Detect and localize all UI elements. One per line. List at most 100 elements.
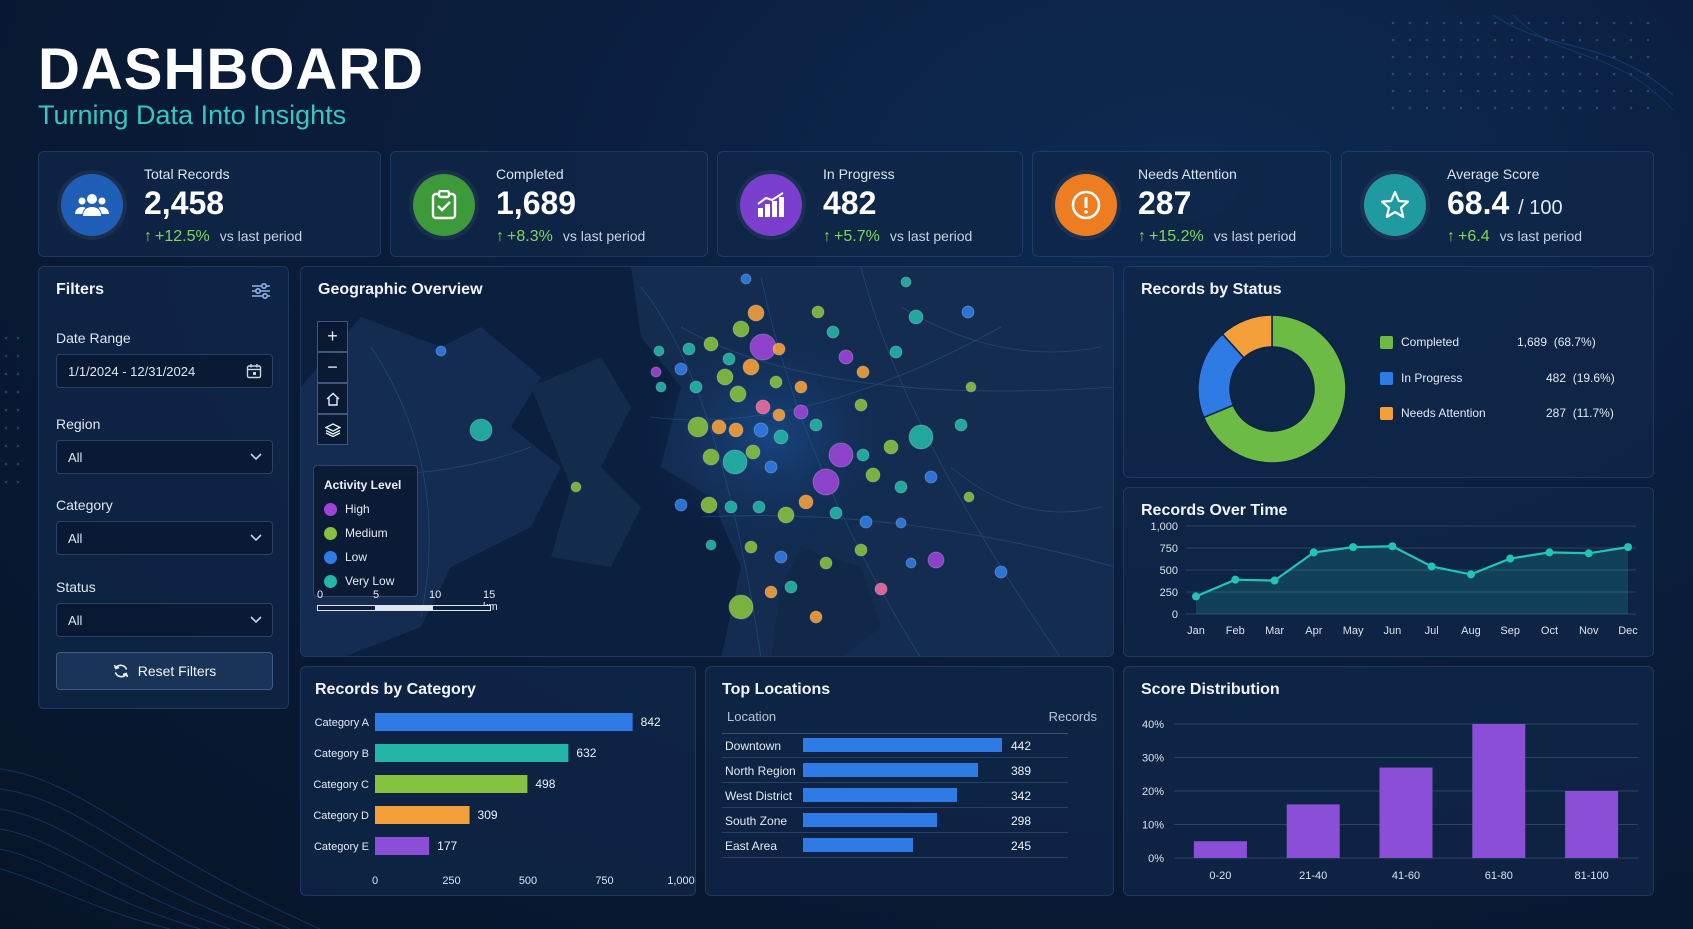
map-marker[interactable] <box>742 358 760 376</box>
map-marker[interactable] <box>900 276 912 288</box>
map-marker[interactable] <box>905 557 917 569</box>
line-point[interactable] <box>1192 592 1200 601</box>
bar[interactable] <box>375 806 470 824</box>
calendar-icon[interactable] <box>246 363 262 379</box>
map-marker[interactable] <box>961 305 975 319</box>
map-marker[interactable] <box>838 349 854 365</box>
map-marker[interactable] <box>729 385 747 403</box>
table-row[interactable]: West District 342 <box>722 785 1068 808</box>
map-marker[interactable] <box>682 342 696 356</box>
map-marker[interactable] <box>755 399 771 415</box>
line-point[interactable] <box>1584 549 1593 558</box>
zoom-out-button[interactable]: − <box>317 352 348 383</box>
region-select[interactable]: All <box>56 440 273 474</box>
map-marker[interactable] <box>777 506 795 524</box>
donut-slice-completed[interactable] <box>1202 314 1347 464</box>
map-marker[interactable] <box>722 352 736 366</box>
line-point[interactable] <box>1427 562 1436 571</box>
map-marker[interactable] <box>963 491 975 503</box>
reset-filters-button[interactable]: Reset Filters <box>56 652 273 690</box>
kpi-card-average-score[interactable]: Average Score 68.4 / 100 ↑ +6.4 vs last pe… <box>1341 151 1654 257</box>
map-marker[interactable] <box>469 418 493 442</box>
bar[interactable] <box>375 713 633 731</box>
map-marker[interactable] <box>716 368 734 386</box>
bar[interactable] <box>1193 841 1247 858</box>
map-marker[interactable] <box>811 305 825 319</box>
map-marker[interactable] <box>570 481 582 493</box>
map-marker[interactable] <box>728 594 754 620</box>
table-row[interactable]: Downtown 442 <box>722 735 1068 758</box>
map-canvas[interactable] <box>301 267 1113 656</box>
category-select[interactable]: All <box>56 521 273 555</box>
zoom-in-button[interactable]: + <box>317 321 348 352</box>
sliders-icon[interactable] <box>252 283 270 299</box>
map-marker[interactable] <box>889 345 903 359</box>
layers-button[interactable] <box>317 414 348 445</box>
map-marker[interactable] <box>954 418 968 432</box>
map-marker[interactable] <box>747 304 765 322</box>
map-marker[interactable] <box>702 448 720 466</box>
map-marker[interactable] <box>865 467 881 483</box>
home-button[interactable] <box>317 383 348 414</box>
map-marker[interactable] <box>745 444 761 460</box>
donut-slice-needs-attention[interactable] <box>1221 314 1273 359</box>
map-marker[interactable] <box>749 333 777 361</box>
map-marker[interactable] <box>728 422 744 438</box>
bar[interactable] <box>375 744 569 762</box>
map-marker[interactable] <box>812 468 840 496</box>
map-marker[interactable] <box>689 380 703 394</box>
map-marker[interactable] <box>894 480 908 494</box>
line-point[interactable] <box>1349 543 1358 552</box>
map-marker[interactable] <box>798 494 814 510</box>
map-marker[interactable] <box>908 424 934 450</box>
kpi-card-completed[interactable]: Completed 1,689 ↑ +8.3% vs last period <box>390 151 708 257</box>
map-marker[interactable] <box>809 418 823 432</box>
map-marker[interactable] <box>655 381 667 393</box>
kpi-card-in-progress[interactable]: In Progress 482 ↑ +5.7% vs last period <box>717 151 1023 257</box>
line-point[interactable] <box>1624 543 1632 552</box>
map-marker[interactable] <box>772 342 786 356</box>
bar[interactable] <box>1379 767 1433 858</box>
map-marker[interactable] <box>753 422 769 438</box>
kpi-card-total-records[interactable]: Total Records 2,458 ↑ +12.5% vs last perio… <box>38 151 381 257</box>
bar[interactable] <box>1472 724 1526 858</box>
map-marker[interactable] <box>793 404 809 420</box>
map-marker[interactable] <box>854 398 868 412</box>
map-marker[interactable] <box>764 585 778 599</box>
map-marker[interactable] <box>829 506 843 520</box>
status-select[interactable]: All <box>56 603 273 637</box>
bar[interactable] <box>1565 791 1619 858</box>
map-marker[interactable] <box>752 500 766 514</box>
map-marker[interactable] <box>703 336 719 352</box>
table-row[interactable]: East Area 245 <box>722 835 1068 858</box>
map-marker[interactable] <box>809 610 823 624</box>
map-marker[interactable] <box>856 448 870 462</box>
map-marker[interactable] <box>653 345 665 357</box>
map-marker[interactable] <box>769 375 783 389</box>
map-marker[interactable] <box>924 470 938 484</box>
map-marker[interactable] <box>874 582 888 596</box>
map-marker[interactable] <box>965 381 977 393</box>
map-marker[interactable] <box>859 515 873 529</box>
map-marker[interactable] <box>883 439 899 455</box>
map-marker[interactable] <box>650 366 662 378</box>
map-marker[interactable] <box>856 365 870 379</box>
map-marker[interactable] <box>744 540 758 554</box>
map-marker[interactable] <box>819 556 833 570</box>
date-range-input[interactable]: 1/1/2024 - 12/31/2024 <box>56 354 273 388</box>
map-marker[interactable] <box>705 539 717 551</box>
map-marker[interactable] <box>828 442 854 468</box>
map-marker[interactable] <box>854 543 868 557</box>
map-marker[interactable] <box>435 345 447 357</box>
map-marker[interactable] <box>772 408 786 422</box>
map-marker[interactable] <box>674 362 688 376</box>
bar[interactable] <box>1286 804 1340 858</box>
map-marker[interactable] <box>687 416 709 438</box>
map-marker[interactable] <box>711 419 727 435</box>
map-marker[interactable] <box>732 320 750 338</box>
bar[interactable] <box>375 775 528 793</box>
line-point[interactable] <box>1270 576 1279 585</box>
map-marker[interactable] <box>774 550 788 564</box>
map-marker[interactable] <box>895 517 907 529</box>
map-marker[interactable] <box>764 460 778 474</box>
